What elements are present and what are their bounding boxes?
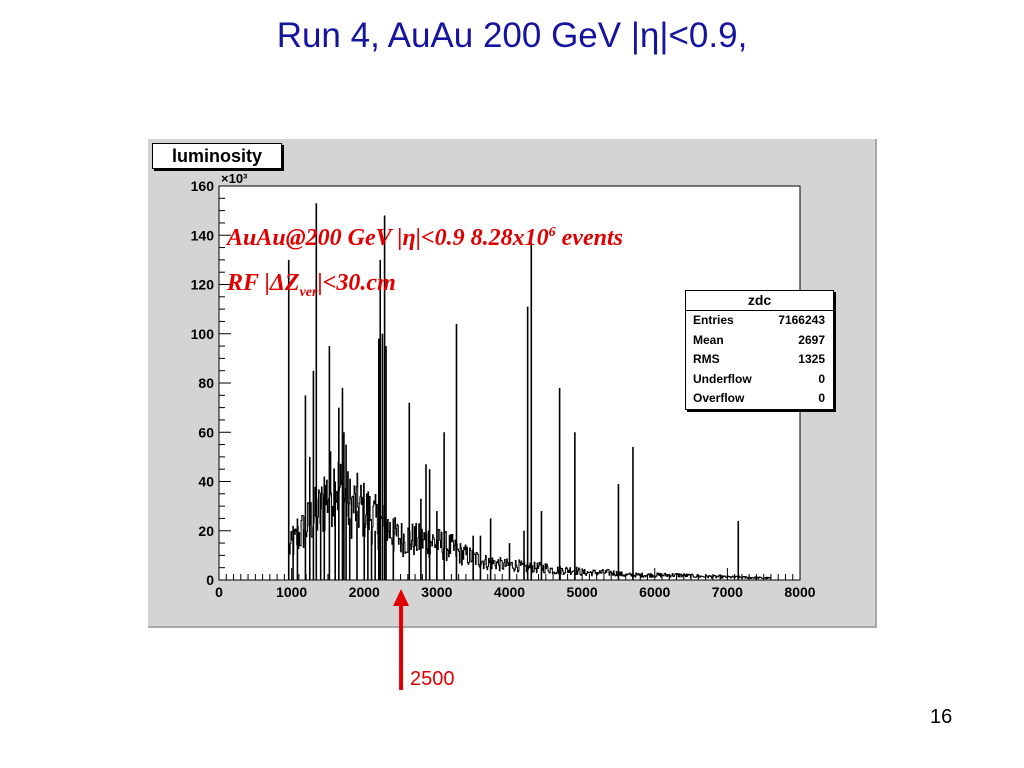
- y-tick-label: 0: [206, 572, 214, 588]
- y-tick-label: 120: [191, 277, 215, 293]
- annotation-line-2: RF |ΔZver|<30.cm: [227, 270, 396, 301]
- x-tick-label: 3000: [421, 584, 452, 600]
- stats-label: Underflow: [693, 371, 752, 386]
- annotation-line-1-text: AuAu@200 GeV |η|<0.9 8.28x10: [227, 225, 549, 251]
- stats-value: 0: [818, 371, 825, 386]
- y-tick-label: 100: [191, 326, 215, 342]
- y-tick-label: 160: [191, 178, 215, 194]
- stats-value: 7166243: [778, 313, 825, 327]
- histogram-title: luminosity: [152, 143, 282, 169]
- x-tick-label: 0: [215, 584, 223, 600]
- stats-value: 0: [818, 391, 825, 406]
- x-tick-label: 4000: [494, 584, 525, 600]
- arrow-label: 2500: [410, 668, 455, 690]
- x-tick-label: 1000: [276, 584, 307, 600]
- stats-row-rms: RMS 1325: [686, 350, 833, 370]
- y-tick-label: 20: [198, 523, 214, 539]
- stats-row-overflow: Overflow 0: [686, 389, 833, 409]
- annotation-line-2-subscript: ver: [299, 284, 318, 300]
- stats-label: Entries: [693, 313, 734, 327]
- y-multiplier-label: ×10³: [221, 171, 248, 186]
- annotation-line-2-text: RF |ΔZ: [227, 270, 300, 296]
- y-tick-label: 80: [198, 375, 214, 391]
- stats-label: Overflow: [693, 391, 745, 406]
- x-tick-label: 2000: [349, 584, 380, 600]
- x-tick-label: 5000: [567, 584, 598, 600]
- stats-title: zdc: [686, 291, 833, 311]
- arrow-head: [393, 589, 410, 606]
- stats-row-mean: Mean 2697: [686, 331, 833, 351]
- annotation-line-1-exponent: 6: [548, 225, 556, 240]
- x-tick-label: 7000: [712, 584, 743, 600]
- page-number: 16: [930, 706, 953, 728]
- x-tick-label: 8000: [784, 584, 815, 600]
- y-tick-label: 60: [198, 424, 214, 440]
- stats-row-underflow: Underflow 0: [686, 370, 833, 390]
- x-tick-label: 6000: [639, 584, 670, 600]
- stats-row-entries: Entries 7166243: [686, 311, 833, 331]
- y-tick-label: 140: [191, 227, 215, 243]
- stats-value: 1325: [798, 352, 825, 367]
- annotation-line-1: AuAu@200 GeV |η|<0.9 8.28x106 events: [227, 225, 623, 252]
- annotation-line-2-suffix: |<30.cm: [317, 270, 396, 296]
- y-tick-label: 40: [198, 474, 214, 490]
- stats-box: zdc Entries 7166243 Mean 2697 RMS 1325 U…: [685, 290, 834, 410]
- annotation-line-1-suffix: events: [555, 225, 623, 251]
- stats-value: 2697: [798, 332, 825, 347]
- histogram-line: [219, 451, 772, 581]
- stats-label: Mean: [693, 332, 724, 347]
- slide-title: Run 4, AuAu 200 GeV |η|<0.9,: [276, 16, 748, 55]
- stats-label: RMS: [693, 352, 720, 367]
